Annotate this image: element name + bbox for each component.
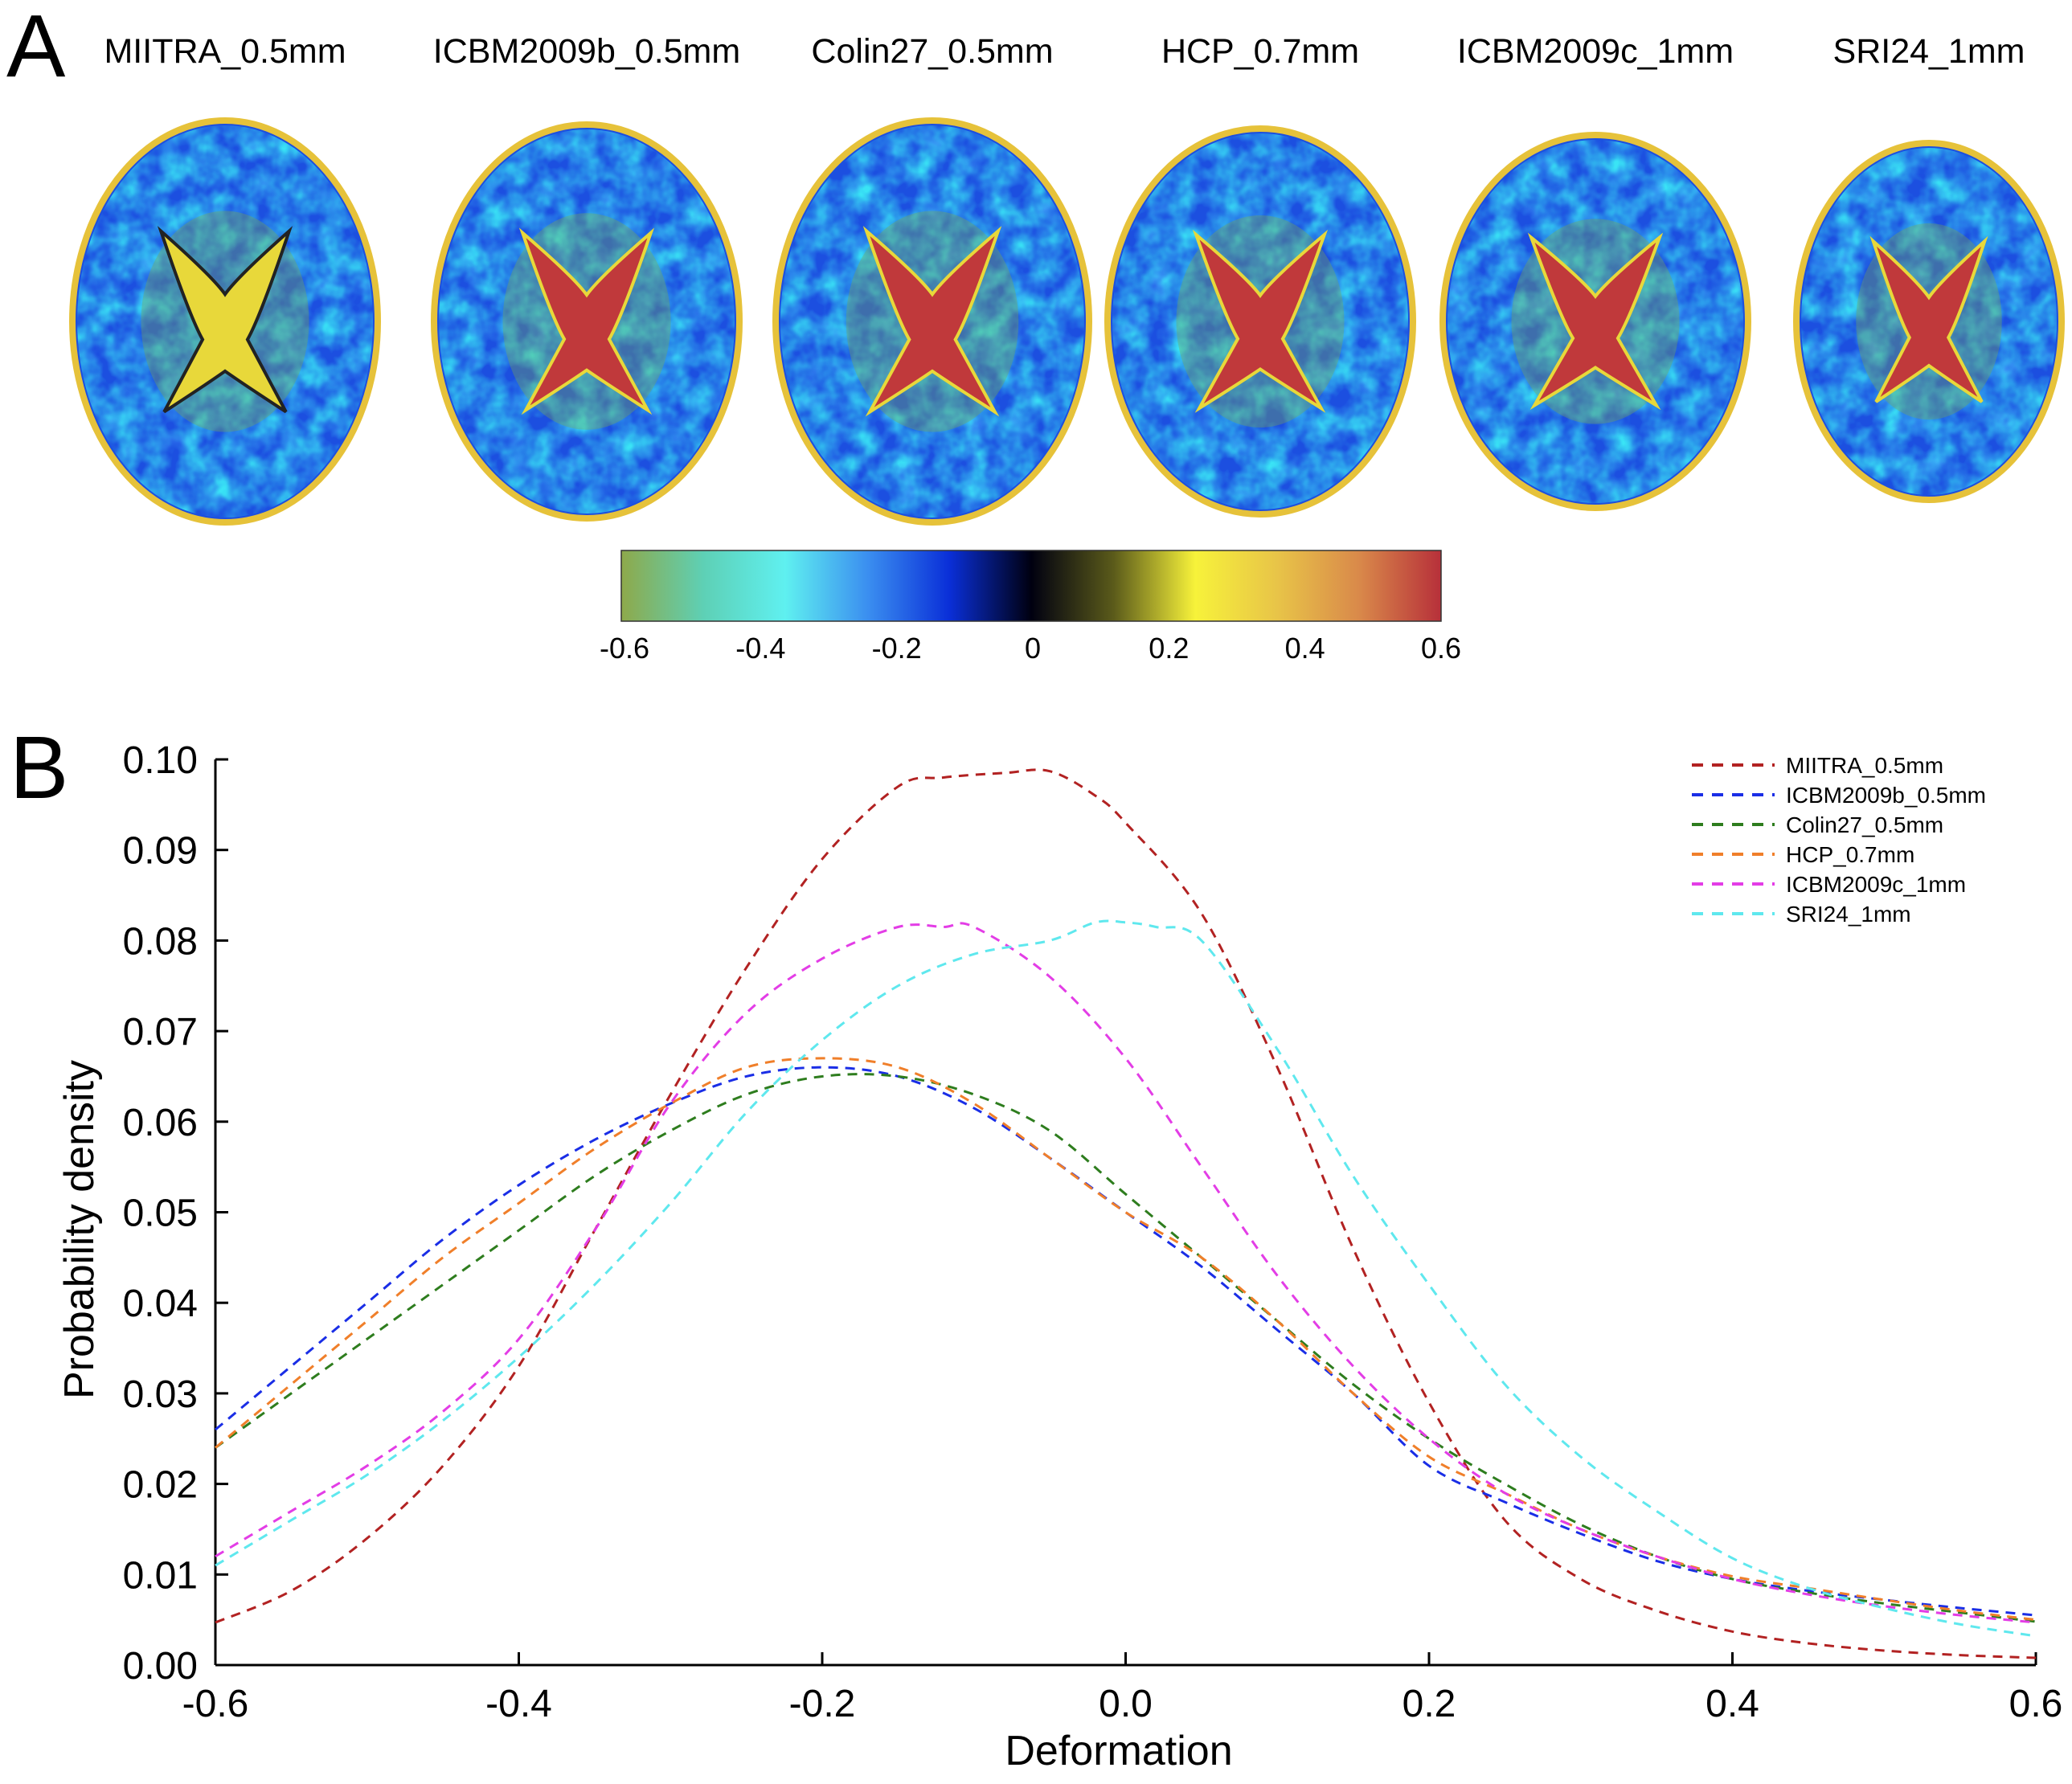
legend-entry: HCP_0.7mm [1786, 842, 1914, 867]
series-line-miitra-0-5mm [215, 768, 2037, 1659]
x-tick-label: -0.6 [182, 1683, 249, 1725]
x-tick-label: 0.4 [1706, 1683, 1759, 1725]
colorbar-tick-label: -0.4 [735, 632, 786, 665]
atlas-label: SRI24_1mm [1832, 32, 2025, 71]
y-tick-label: 0.05 [123, 1193, 198, 1235]
x-tick-label: -0.2 [789, 1683, 856, 1725]
y-tick-label: 0.01 [123, 1554, 198, 1597]
legend-entry: SRI24_1mm [1786, 902, 1911, 927]
colorbar-tick-label: -0.2 [871, 632, 922, 665]
brain-slice [1104, 125, 1416, 518]
atlas-label: MIITRA_0.5mm [104, 32, 346, 71]
brain-slice [69, 117, 381, 526]
series-line-hcp-0-7mm [215, 1057, 2037, 1622]
colorbar-tick-label: 0.6 [1420, 632, 1462, 665]
ventricle-region [1192, 229, 1329, 413]
x-axis-label: Deformation [1005, 1728, 1232, 1774]
colorbar-tick-label: 0.2 [1149, 632, 1190, 665]
y-tick-label: 0.10 [123, 739, 198, 782]
y-tick-label: 0.02 [123, 1464, 198, 1507]
colorbar [620, 550, 1442, 622]
ventricle-region [1527, 232, 1664, 411]
x-tick-label: 0.6 [2009, 1683, 2063, 1725]
legend: MIITRA_0.5mm ICBM2009b_0.5mm Colin27_0.5mm… [1692, 753, 1986, 927]
panel-a-label: A [6, 0, 66, 96]
legend-entry: MIITRA_0.5mm [1786, 753, 1943, 778]
brain-slices [69, 117, 2065, 526]
ventricle-region [157, 226, 293, 414]
y-tick-label: 0.00 [123, 1645, 198, 1688]
series-line-icbm2009c-1mm [215, 922, 2037, 1624]
ventricle-region [518, 227, 655, 415]
x-tick-label: -0.4 [485, 1683, 552, 1725]
y-tick-label: 0.04 [123, 1283, 198, 1325]
brain-slice [1793, 140, 2065, 503]
series-line-colin27-0-5mm [215, 1073, 2037, 1623]
atlas-label: ICBM2009b_0.5mm [432, 32, 741, 71]
atlas-label: ICBM2009c_1mm [1456, 32, 1734, 71]
y-tick-label: 0.06 [123, 1102, 198, 1144]
y-axis-label: Probability density [56, 1060, 103, 1399]
brain-slice [1439, 132, 1751, 511]
colorbar-tick-label: 0 [1024, 632, 1042, 665]
ventricle-region [862, 226, 1002, 417]
y-tick-label: 0.08 [123, 920, 198, 963]
y-tick-label: 0.09 [123, 830, 198, 873]
series-line-sri24-1mm [215, 919, 2037, 1638]
legend-entry: ICBM2009c_1mm [1786, 872, 1966, 897]
panel-b-label: B [10, 718, 69, 817]
y-tick-label: 0.03 [123, 1373, 198, 1416]
brain-slice [431, 121, 743, 522]
density-chart: 0.00 0.01 0.02 0.03 0.04 0.05 0.06 0.07 0.08 0.09… [56, 739, 2063, 1774]
x-tick-label: 0.0 [1099, 1683, 1153, 1725]
atlas-label: HCP_0.7mm [1161, 32, 1360, 71]
atlas-label: Colin27_0.5mm [811, 32, 1054, 71]
ventricle-region [1869, 235, 1988, 403]
colorbar-tick-label: 0.4 [1284, 632, 1325, 665]
brain-slice [772, 117, 1092, 526]
colorbar-tick-label: -0.6 [599, 632, 650, 665]
legend-entry: Colin27_0.5mm [1786, 812, 1943, 837]
series-line-icbm2009b-0-5mm [215, 1066, 2037, 1617]
y-tick-label: 0.07 [123, 1011, 198, 1054]
x-tick-label: 0.2 [1402, 1683, 1456, 1725]
legend-entry: ICBM2009b_0.5mm [1786, 783, 1986, 808]
